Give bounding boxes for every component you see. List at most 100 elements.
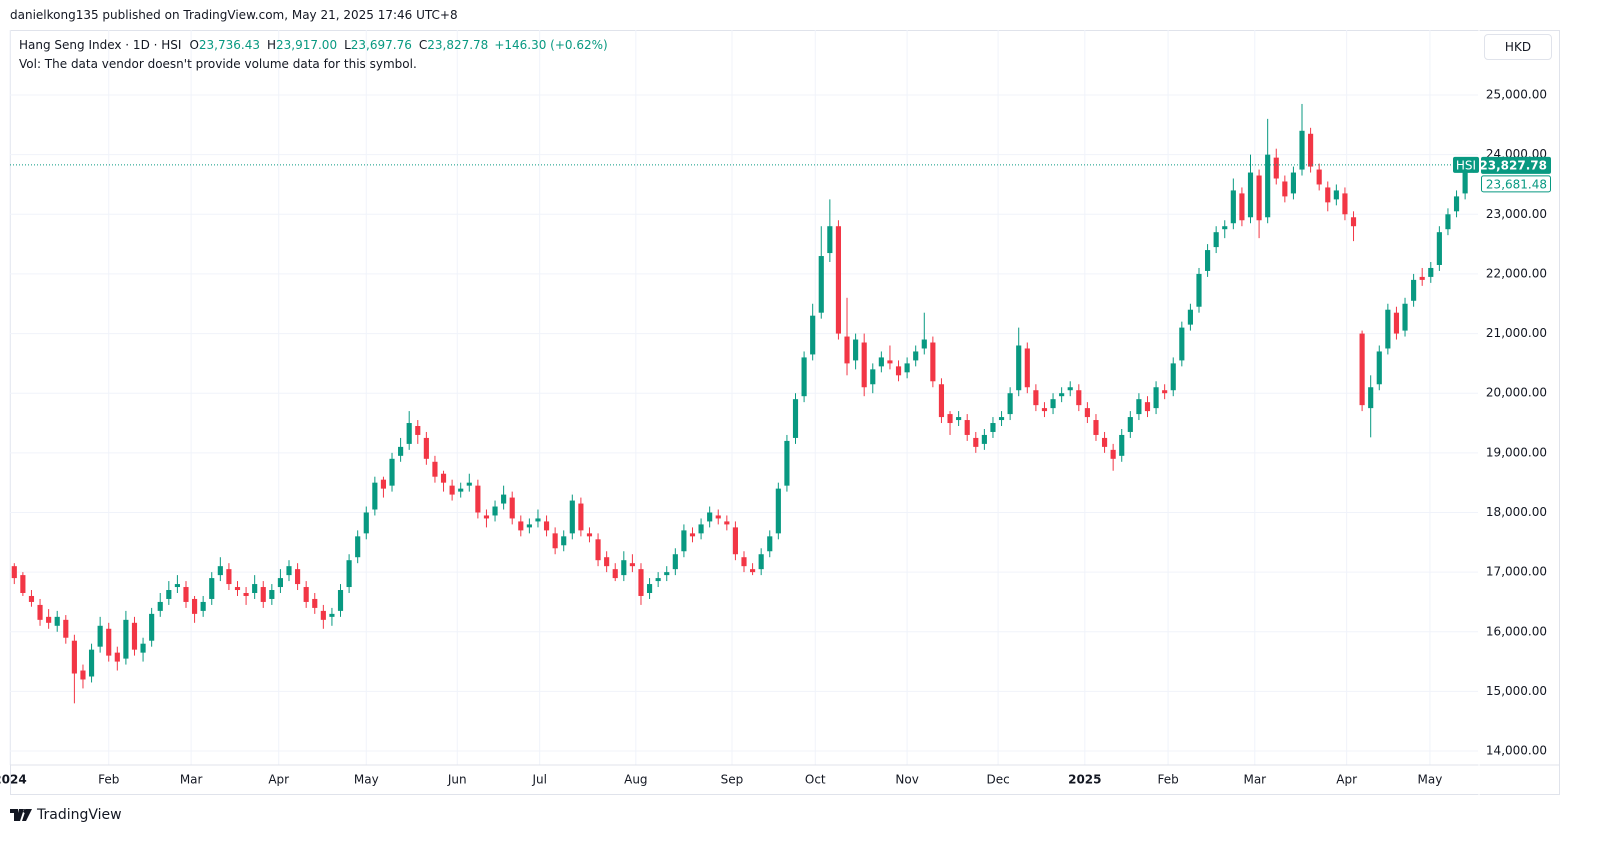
x-tick-label: Feb bbox=[1157, 773, 1178, 787]
candle-body bbox=[174, 584, 180, 588]
candle-body bbox=[1041, 408, 1048, 412]
x-tick-label: Feb bbox=[98, 773, 119, 787]
candle-body bbox=[1359, 333, 1365, 406]
x-tick-label: Apr bbox=[1336, 773, 1357, 787]
candle-body bbox=[303, 587, 309, 602]
candle-body bbox=[904, 363, 910, 373]
candle-body bbox=[775, 488, 781, 534]
ohlc-value: 23,917.00 bbox=[276, 38, 338, 52]
candle-body bbox=[1205, 250, 1211, 271]
candle-body bbox=[543, 521, 550, 531]
candle-body bbox=[260, 587, 266, 602]
candle-body bbox=[1162, 390, 1168, 394]
candle-body bbox=[71, 640, 77, 674]
candle-body bbox=[1411, 279, 1417, 301]
candle-body bbox=[895, 366, 902, 376]
candle-body bbox=[930, 342, 936, 382]
candle-body bbox=[827, 226, 833, 254]
candle-body bbox=[11, 566, 17, 579]
candle-body bbox=[1067, 387, 1073, 391]
candle-body bbox=[638, 569, 644, 596]
candle-body bbox=[1308, 133, 1314, 167]
symbol-title: Hang Seng Index · 1D · HSI bbox=[19, 38, 182, 52]
candle-body bbox=[1402, 303, 1408, 331]
candle-body bbox=[1290, 172, 1297, 194]
y-tick-label: 17,000.00 bbox=[1486, 565, 1547, 579]
candle-body bbox=[586, 533, 593, 537]
candle-body bbox=[398, 446, 404, 456]
candle-body bbox=[1024, 348, 1030, 388]
y-tick-label: 15,000.00 bbox=[1486, 684, 1547, 698]
x-tick-label: Jul bbox=[531, 773, 546, 787]
y-tick-label: 25,000.00 bbox=[1486, 88, 1547, 102]
candle-body bbox=[1436, 232, 1442, 265]
candle-body bbox=[810, 315, 816, 355]
ohlc-key: O bbox=[189, 38, 199, 52]
candle-body bbox=[234, 587, 241, 591]
candle-body bbox=[269, 590, 275, 599]
candle-body bbox=[887, 360, 893, 364]
candle-body bbox=[998, 417, 1005, 421]
candle-body bbox=[1101, 437, 1108, 447]
candle-body bbox=[97, 625, 103, 647]
candle-body bbox=[191, 598, 198, 614]
last-price-tag bbox=[1481, 156, 1551, 174]
ohlc-value: 23,736.43 bbox=[198, 38, 260, 52]
candle-body bbox=[1222, 226, 1228, 230]
candle-body bbox=[1239, 193, 1245, 221]
candle-body bbox=[561, 536, 567, 546]
candle-body bbox=[200, 601, 206, 611]
candle-body bbox=[526, 524, 532, 528]
candle-body bbox=[672, 554, 678, 570]
y-tick-label: 21,000.00 bbox=[1486, 326, 1547, 340]
footer: TradingView bbox=[10, 805, 122, 825]
candle-body bbox=[1376, 351, 1382, 385]
candle-body bbox=[252, 584, 258, 593]
candle-body bbox=[801, 357, 807, 397]
candle-body bbox=[1153, 387, 1159, 409]
last-price-label: 23,827.78 bbox=[1479, 158, 1547, 172]
candle-body bbox=[277, 578, 283, 588]
candle-body bbox=[595, 539, 601, 561]
candle-body bbox=[715, 515, 721, 519]
candle-body bbox=[1196, 273, 1202, 307]
candle-body bbox=[1007, 393, 1013, 415]
candle-body bbox=[1170, 363, 1176, 391]
candle-body bbox=[380, 479, 387, 489]
candle-body bbox=[123, 619, 129, 659]
candle-body bbox=[406, 423, 412, 444]
x-tick-label: Mar bbox=[1243, 773, 1266, 787]
candle-body bbox=[1273, 157, 1279, 179]
change-value: +146.30 (+0.62%) bbox=[494, 38, 608, 52]
ohlc-key: C bbox=[418, 38, 428, 52]
ohlc-key: H bbox=[266, 38, 276, 52]
candle-body bbox=[1247, 172, 1254, 218]
x-tick-label: Mar bbox=[180, 773, 203, 787]
candle-body bbox=[707, 512, 713, 522]
currency-button[interactable]: HKD bbox=[1484, 34, 1552, 60]
candle-body bbox=[732, 527, 738, 555]
candle-body bbox=[226, 569, 232, 585]
x-tick-label: May bbox=[1418, 773, 1443, 787]
symbol-tag-label: HSI bbox=[1456, 158, 1476, 172]
candle-body bbox=[1076, 390, 1082, 406]
candle-body bbox=[106, 628, 112, 656]
candle-body bbox=[1368, 387, 1374, 409]
candle-body bbox=[947, 414, 953, 424]
candle-body bbox=[1213, 232, 1219, 248]
candle-body bbox=[535, 518, 541, 522]
candle-body bbox=[578, 503, 584, 531]
candle-body bbox=[569, 500, 575, 534]
candle-body bbox=[183, 587, 189, 602]
y-tick-label: 14,000.00 bbox=[1486, 744, 1547, 758]
candle-body bbox=[320, 610, 326, 620]
candle-body bbox=[612, 569, 618, 579]
candle-body bbox=[1084, 408, 1090, 418]
candle-body bbox=[518, 521, 524, 531]
candle-body bbox=[475, 485, 481, 513]
grid bbox=[9, 30, 1478, 765]
candle-body bbox=[1050, 399, 1056, 409]
candle-body bbox=[698, 524, 704, 534]
